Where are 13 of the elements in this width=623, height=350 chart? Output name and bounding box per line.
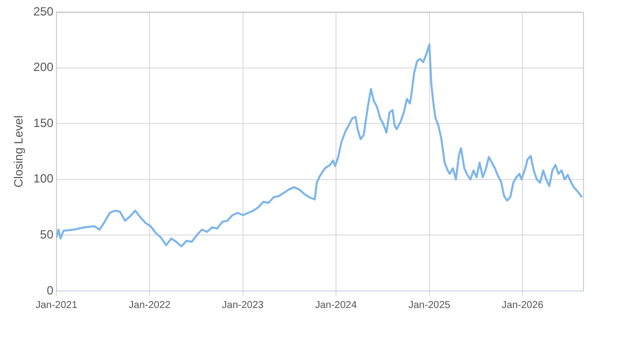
x-tick-label: Jan-2022	[128, 300, 171, 311]
y-tick-label: 250	[33, 4, 54, 18]
y-tick-label: 50	[40, 228, 54, 242]
y-tick-label: 200	[33, 60, 54, 74]
x-tick-label: Jan-2026	[502, 300, 544, 311]
y-tick-label: 0	[46, 283, 54, 298]
x-tick-label: Jan-2021	[36, 300, 78, 311]
y-tick-label: 150	[33, 116, 54, 130]
x-tick-label: Jan-2025	[408, 300, 451, 311]
y-axis-title: Closing Level	[12, 115, 26, 188]
x-tick-label: Jan-2023	[222, 300, 264, 311]
y-tick-label: 100	[33, 172, 54, 186]
x-tick-label: Jan-2024	[315, 300, 358, 311]
